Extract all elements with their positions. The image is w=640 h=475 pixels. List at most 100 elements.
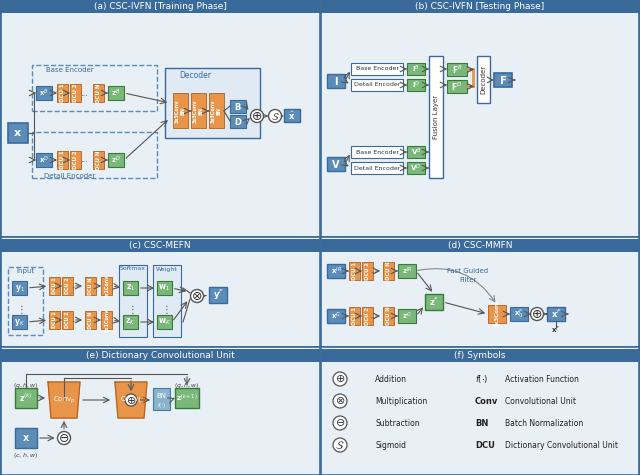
Text: $\mathbf{z}^D$: $\mathbf{z}^D$	[111, 154, 121, 166]
Text: Fusion Layer: Fusion Layer	[433, 95, 439, 139]
Text: $\mathbf{V}^B$: $\mathbf{V}^B$	[411, 146, 421, 158]
FancyBboxPatch shape	[70, 151, 81, 169]
Text: $\mathcal{S}$: $\mathcal{S}$	[335, 439, 345, 451]
Polygon shape	[115, 382, 147, 418]
Text: Activation Function: Activation Function	[505, 374, 579, 383]
Text: $\oplus$: $\oplus$	[335, 373, 345, 384]
Text: $\ominus$: $\ominus$	[335, 418, 345, 428]
Text: DCU N: DCU N	[88, 311, 93, 329]
Text: $\otimes$: $\otimes$	[191, 289, 203, 303]
Text: BN: BN	[475, 418, 488, 428]
Text: $\mathbf{x}_0^F$: $\mathbf{x}_0^F$	[515, 307, 524, 321]
FancyBboxPatch shape	[1, 239, 320, 252]
Text: DCU 2: DCU 2	[65, 312, 70, 328]
FancyBboxPatch shape	[362, 262, 373, 280]
FancyBboxPatch shape	[349, 262, 360, 280]
FancyBboxPatch shape	[1, 349, 320, 362]
Text: $\mathbf{x}^D$: $\mathbf{x}^D$	[39, 154, 49, 166]
Text: $(q,h,w)$: $(q,h,w)$	[13, 380, 39, 390]
Text: Weight: Weight	[156, 266, 178, 272]
Text: BN: BN	[157, 393, 166, 399]
Text: $\mathbf{y}^F$: $\mathbf{y}^F$	[212, 288, 223, 302]
FancyBboxPatch shape	[351, 162, 403, 174]
Text: DCU 1: DCU 1	[352, 262, 357, 280]
FancyBboxPatch shape	[57, 151, 68, 169]
Text: $\mathbf{F}^D$: $\mathbf{F}^D$	[451, 80, 463, 93]
FancyBboxPatch shape	[321, 0, 639, 237]
Text: Batch Normalization: Batch Normalization	[505, 418, 583, 428]
FancyBboxPatch shape	[108, 153, 124, 167]
Text: (a) CSC-IVFN [Training Phase]: (a) CSC-IVFN [Training Phase]	[93, 2, 227, 11]
Text: Decoder: Decoder	[179, 70, 211, 79]
Text: DCU 2: DCU 2	[73, 84, 78, 102]
Text: Addition: Addition	[375, 374, 407, 383]
Text: $\mathbf{y}_K$: $\mathbf{y}_K$	[14, 316, 25, 327]
Text: $\mathbf{D}$: $\mathbf{D}$	[234, 116, 243, 127]
FancyBboxPatch shape	[57, 84, 68, 102]
Circle shape	[125, 394, 137, 406]
FancyBboxPatch shape	[1, 0, 320, 13]
Text: 1x1Conv: 1x1Conv	[104, 275, 109, 298]
Text: $\mathrm{Conv}_1$: $\mathrm{Conv}_1$	[120, 395, 142, 405]
FancyBboxPatch shape	[398, 309, 416, 323]
Text: $\hat{\mathbf{x}}$: $\hat{\mathbf{x}}$	[289, 109, 296, 122]
FancyBboxPatch shape	[15, 388, 37, 408]
Text: 3x3Conv
BN: 3x3Conv BN	[211, 99, 222, 123]
Circle shape	[250, 110, 264, 123]
Text: Detail Encoder: Detail Encoder	[354, 165, 400, 171]
Text: (c) CSC-MEFN: (c) CSC-MEFN	[129, 241, 191, 250]
Text: Dictionary Convolutional Unit: Dictionary Convolutional Unit	[505, 440, 618, 449]
Circle shape	[333, 394, 347, 408]
Text: (d) CSC-MMFN: (d) CSC-MMFN	[448, 241, 512, 250]
Text: DCU 1: DCU 1	[60, 84, 65, 102]
FancyBboxPatch shape	[327, 309, 345, 323]
Text: $\mathbf{F}$: $\mathbf{F}$	[499, 74, 507, 86]
Text: $\mathbf{I}^D$: $\mathbf{I}^D$	[412, 79, 420, 91]
FancyBboxPatch shape	[93, 84, 104, 102]
Circle shape	[191, 289, 204, 303]
FancyBboxPatch shape	[230, 115, 246, 128]
Text: ...: ...	[71, 282, 79, 291]
FancyBboxPatch shape	[175, 388, 199, 408]
Text: $\mathbf{x}$: $\mathbf{x}$	[22, 433, 30, 443]
FancyBboxPatch shape	[101, 277, 112, 295]
Text: Detail Encoder: Detail Encoder	[44, 173, 95, 179]
Text: ...: ...	[371, 268, 378, 274]
Text: 3x3Conv
BN: 3x3Conv BN	[193, 99, 204, 123]
Text: DCU 1: DCU 1	[352, 307, 357, 325]
FancyBboxPatch shape	[327, 157, 345, 171]
Text: DCU 1: DCU 1	[60, 151, 65, 169]
FancyBboxPatch shape	[488, 305, 506, 323]
Text: DCU N: DCU N	[386, 262, 391, 280]
Text: ...: ...	[71, 315, 79, 324]
FancyBboxPatch shape	[362, 307, 373, 325]
Text: $\mathbf{F}^B$: $\mathbf{F}^B$	[452, 63, 462, 76]
Text: ...: ...	[80, 88, 88, 97]
Text: ...: ...	[80, 155, 88, 164]
FancyBboxPatch shape	[327, 264, 345, 278]
FancyBboxPatch shape	[209, 93, 224, 128]
FancyBboxPatch shape	[321, 239, 639, 252]
Text: (f) Symbols: (f) Symbols	[454, 351, 506, 360]
FancyBboxPatch shape	[173, 93, 188, 128]
FancyBboxPatch shape	[407, 146, 425, 158]
Text: $\mathbf{I}^B$: $\mathbf{I}^B$	[412, 63, 420, 75]
Text: $\mathbf{z}^B$: $\mathbf{z}^B$	[111, 87, 120, 99]
FancyBboxPatch shape	[157, 315, 172, 329]
Text: $\mathbf{w}_1$: $\mathbf{w}_1$	[159, 283, 170, 293]
FancyBboxPatch shape	[62, 277, 73, 295]
Circle shape	[58, 431, 70, 445]
FancyBboxPatch shape	[209, 287, 227, 303]
FancyBboxPatch shape	[510, 307, 528, 321]
Text: $\mathbf{z}^G$: $\mathbf{z}^G$	[402, 310, 412, 322]
Polygon shape	[48, 382, 80, 418]
FancyBboxPatch shape	[1, 237, 320, 347]
FancyBboxPatch shape	[119, 265, 147, 337]
FancyBboxPatch shape	[1, 347, 320, 475]
FancyBboxPatch shape	[165, 68, 260, 138]
Text: $\mathbf{I}$: $\mathbf{I}$	[333, 75, 339, 87]
FancyBboxPatch shape	[36, 86, 52, 100]
Text: $\mathrm{Conv}_p$: $\mathrm{Conv}_p$	[52, 394, 76, 406]
FancyBboxPatch shape	[407, 162, 425, 174]
Text: $\vdots$: $\vdots$	[16, 303, 23, 315]
